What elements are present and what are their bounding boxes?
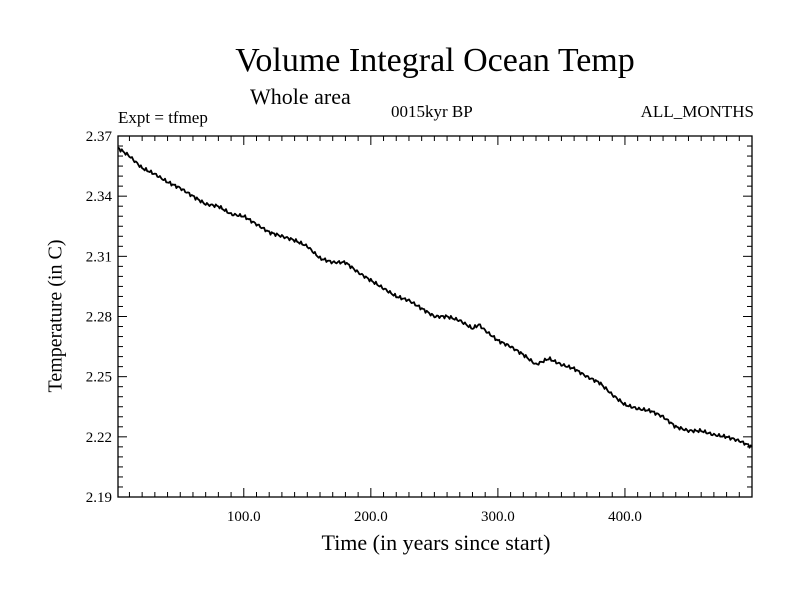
x-tick-label: 200.0 [354, 509, 388, 525]
y-tick-label: 2.28 [86, 310, 112, 326]
x-tick-label: 300.0 [481, 509, 515, 525]
y-tick-label: 2.19 [86, 490, 112, 506]
y-tick-label: 2.34 [86, 189, 113, 205]
y-tick-label: 2.37 [86, 129, 113, 145]
months-label: ALL_MONTHS [640, 102, 754, 121]
x-tick-label: 400.0 [608, 509, 642, 525]
series-line [117, 146, 753, 449]
x-tick-label: 100.0 [227, 509, 261, 525]
y-tick-label: 2.25 [86, 370, 112, 386]
period-label: 0015kyr BP [391, 102, 473, 121]
y-tick-label: 2.22 [86, 430, 112, 446]
chart-title: Volume Integral Ocean Temp [235, 42, 635, 79]
y-tick-label: 2.31 [86, 249, 112, 265]
x-axis-label: Time (in years since start) [321, 530, 551, 555]
experiment-label: Expt = tfmep [118, 108, 208, 127]
chart-subtitle: Whole area [250, 84, 351, 109]
